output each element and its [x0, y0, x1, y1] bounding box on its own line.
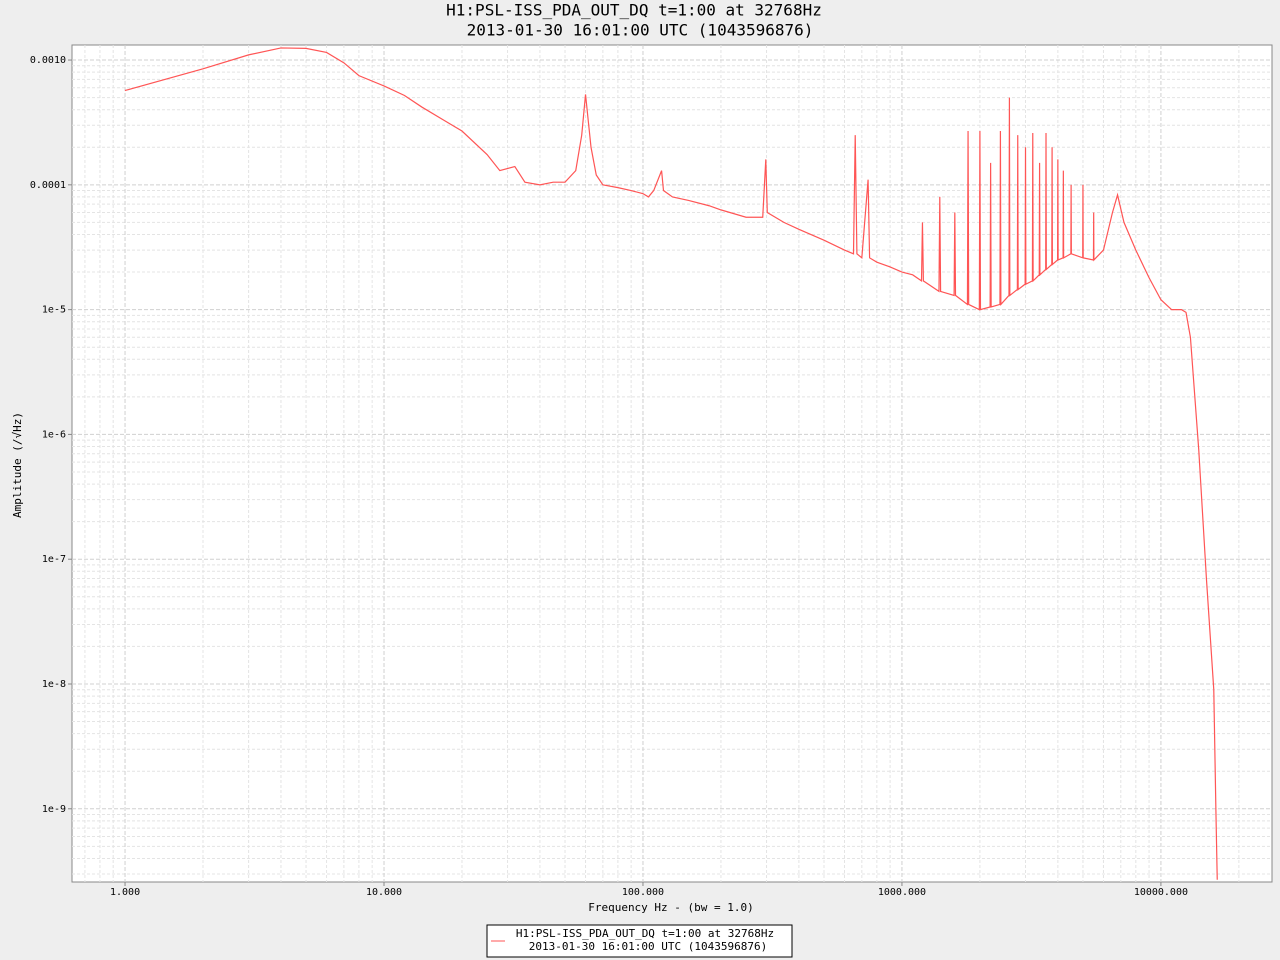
- y-tick-label: 1e-8: [42, 679, 66, 690]
- chart-subtitle: 2013-01-30 16:01:00 UTC (1043596876): [467, 21, 814, 40]
- chart-title: H1:PSL-ISS_PDA_OUT_DQ t=1:00 at 32768Hz: [446, 1, 822, 20]
- x-tick-label: 1000.000: [878, 887, 926, 898]
- plot: [124, 47, 1218, 880]
- x-tick-label: 100.000: [622, 887, 664, 898]
- y-tick-label: 1e-7: [42, 554, 66, 565]
- y-tick-label: 1e-6: [42, 429, 66, 440]
- x-tick-label: 10.000: [366, 887, 402, 898]
- data-line: [124, 47, 1218, 880]
- grid: [68, 45, 1272, 886]
- legend-label-line2: 2013-01-30 16:01:00 UTC (1043596876): [529, 940, 767, 953]
- x-tick-label: 1.000: [110, 887, 140, 898]
- y-tick-label: 0.0010: [30, 55, 66, 66]
- x-tick-label: 10000.000: [1134, 887, 1188, 898]
- legend: H1:PSL-ISS_PDA_OUT_DQ t=1:00 at 32768Hz …: [486, 924, 793, 958]
- x-axis-label: Frequency Hz - (bw = 1.0): [588, 901, 754, 914]
- y-tick-label: 1e-5: [42, 305, 66, 316]
- y-tick-label: 1e-9: [42, 804, 66, 815]
- legend-box: [486, 924, 793, 958]
- y-axis-label: Amplitude (/√Hz): [11, 412, 24, 518]
- plot-area: [71, 44, 1273, 883]
- legend-label: H1:PSL-ISS_PDA_OUT_DQ t=1:00 at 32768Hz: [516, 927, 774, 940]
- y-tick-label: 0.0001: [30, 180, 66, 191]
